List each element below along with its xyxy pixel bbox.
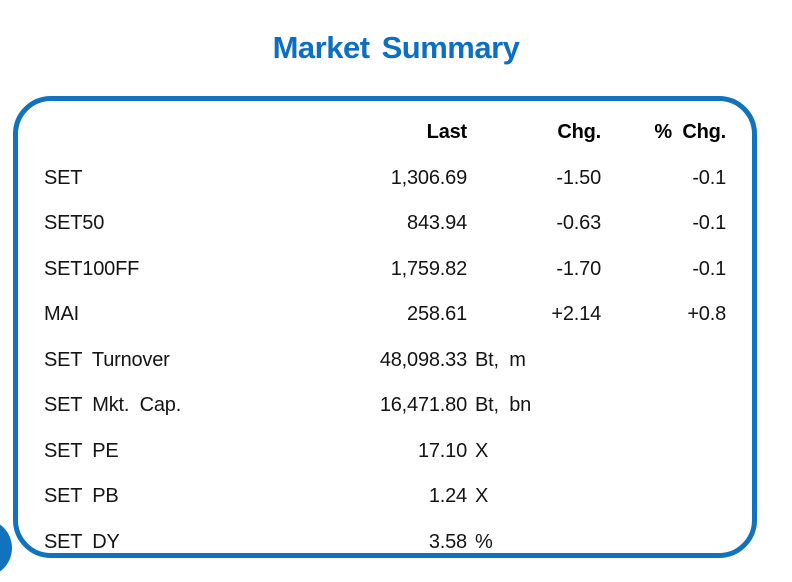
- last-value: 258.61: [407, 303, 467, 326]
- chg-value: -1.70: [556, 257, 601, 280]
- chg-value: +2.14: [551, 303, 601, 326]
- row-label: SET DY: [44, 530, 120, 553]
- row-label: SET Mkt. Cap.: [44, 394, 182, 417]
- row-label: SET50: [44, 212, 105, 235]
- last-value: 843.94: [407, 212, 467, 235]
- logo-circle-decoration: [0, 519, 12, 577]
- row-label: SET PE: [44, 439, 119, 462]
- pct-chg-value: -0.1: [692, 257, 726, 280]
- table-header-pct-chg: % Chg.: [654, 121, 726, 144]
- chg-value: -0.63: [556, 212, 601, 235]
- pct-chg-value: -0.1: [692, 166, 726, 189]
- row-label: MAI: [44, 303, 79, 326]
- unit-label: Bt, bn: [475, 394, 532, 417]
- pct-chg-value: -0.1: [692, 212, 726, 235]
- chg-value: -1.50: [556, 166, 601, 189]
- unit-label: Bt, m: [475, 348, 526, 371]
- last-value: 3.58: [428, 530, 467, 553]
- table-header-chg: Chg.: [557, 121, 601, 144]
- unit-label: X: [475, 485, 489, 508]
- summary-card: Last Chg. % Chg. SET 1,306.69 -1.50 -0.1…: [13, 96, 757, 558]
- page-title: Market Summary: [272, 30, 520, 65]
- unit-label: X: [475, 439, 489, 462]
- last-value: 1.24: [428, 485, 467, 508]
- pct-chg-value: +0.8: [687, 303, 726, 326]
- summary-table: Last Chg. % Chg. SET 1,306.69 -1.50 -0.1…: [44, 110, 726, 565]
- last-value: 17.10: [417, 439, 467, 462]
- last-value: 1,759.82: [390, 257, 467, 280]
- table-header-last: Last: [426, 121, 468, 144]
- last-value: 1,306.69: [390, 166, 467, 189]
- row-label: SET Turnover: [44, 348, 170, 371]
- row-label: SET PB: [44, 485, 119, 508]
- row-label: SET100FF: [44, 257, 140, 280]
- last-value: 48,098.33: [379, 348, 467, 371]
- row-label: SET: [44, 166, 83, 189]
- unit-label: %: [475, 530, 493, 553]
- last-value: 16,471.80: [379, 394, 467, 417]
